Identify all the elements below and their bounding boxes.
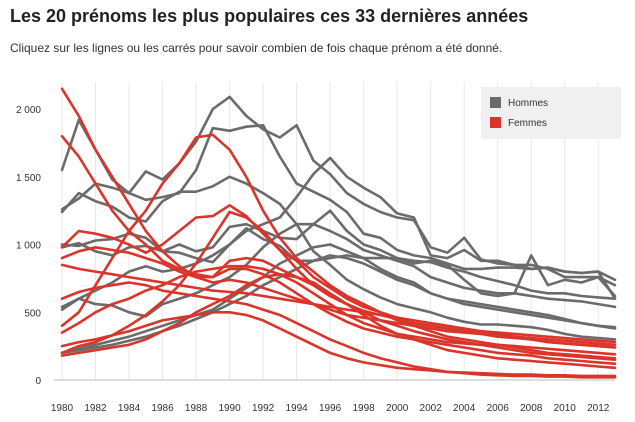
legend-background [481, 87, 621, 139]
series-line-hommes-7[interactable] [60, 243, 617, 355]
series-line-hommes-3[interactable] [60, 227, 617, 300]
legend: Hommes Femmes [481, 87, 621, 139]
x-tick-label: 1986 [151, 403, 174, 414]
legend-label-hommes[interactable]: Hommes [508, 98, 548, 109]
series-line-hommes-0[interactable] [60, 95, 617, 300]
x-tick-label: 2008 [520, 403, 543, 414]
y-axis: 0 500 1 000 1 500 2 000 [16, 105, 41, 387]
y-tick-label: 1 500 [16, 173, 41, 184]
y-tick-label: 500 [24, 308, 41, 319]
legend-swatch-femmes[interactable] [490, 117, 501, 128]
page-subtitle: Cliquez sur les lignes ou les carrés pou… [10, 41, 503, 55]
series-line-hommes-5[interactable] [60, 156, 617, 311]
x-tick-label: 1998 [353, 403, 376, 414]
y-tick-label: 0 [35, 376, 41, 387]
series-line-femmes-17[interactable] [60, 273, 617, 370]
x-tick-label: 1994 [285, 403, 308, 414]
x-tick-label: 2002 [420, 403, 443, 414]
series-line-hommes-2[interactable] [60, 175, 617, 341]
page-title: Les 20 prénoms les plus populaires ces 3… [10, 6, 529, 26]
x-tick-label: 1980 [51, 403, 74, 414]
x-tick-label: 2012 [587, 403, 610, 414]
x-tick-label: 1996 [319, 403, 342, 414]
x-tick-label: 1982 [84, 403, 107, 414]
x-tick-label: 1988 [185, 403, 208, 414]
series-line-femmes-14[interactable] [60, 133, 617, 360]
x-tick-label: 1984 [118, 403, 141, 414]
x-tick-label: 2000 [386, 403, 409, 414]
series-line-femmes-9[interactable] [60, 87, 617, 365]
x-tick-label: 1990 [218, 403, 241, 414]
x-tick-label: 2010 [554, 403, 577, 414]
legend-label-femmes[interactable]: Femmes [508, 118, 547, 129]
series-lines [60, 87, 617, 379]
series-line-hommes-6[interactable] [60, 222, 617, 318]
legend-swatch-hommes[interactable] [490, 97, 501, 108]
x-tick-label: 2006 [487, 403, 510, 414]
series-line-femmes-19[interactable] [60, 281, 617, 379]
x-tick-label: 1992 [252, 403, 275, 414]
y-tick-label: 1 000 [16, 241, 41, 252]
x-tick-label: 2004 [453, 403, 476, 414]
y-tick-label: 2 000 [16, 105, 41, 116]
x-axis: 1980 1982 1984 1986 1988 1990 1992 1994 1996 1998… [51, 403, 610, 414]
